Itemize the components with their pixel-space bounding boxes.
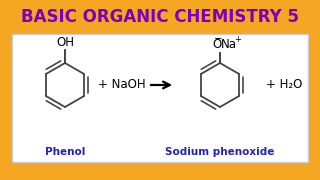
Text: Phenol: Phenol — [45, 147, 85, 157]
Text: OH: OH — [56, 37, 74, 50]
Text: O̅: O̅ — [212, 37, 222, 51]
Text: Sodium phenoxide: Sodium phenoxide — [165, 147, 275, 157]
Text: Na: Na — [221, 37, 237, 51]
Text: + NaOH: + NaOH — [98, 78, 146, 91]
Text: +: + — [235, 35, 241, 44]
Text: + H₂O: + H₂O — [266, 78, 302, 91]
Text: BASIC ORGANIC CHEMISTRY 5: BASIC ORGANIC CHEMISTRY 5 — [21, 8, 299, 26]
FancyBboxPatch shape — [12, 34, 308, 162]
